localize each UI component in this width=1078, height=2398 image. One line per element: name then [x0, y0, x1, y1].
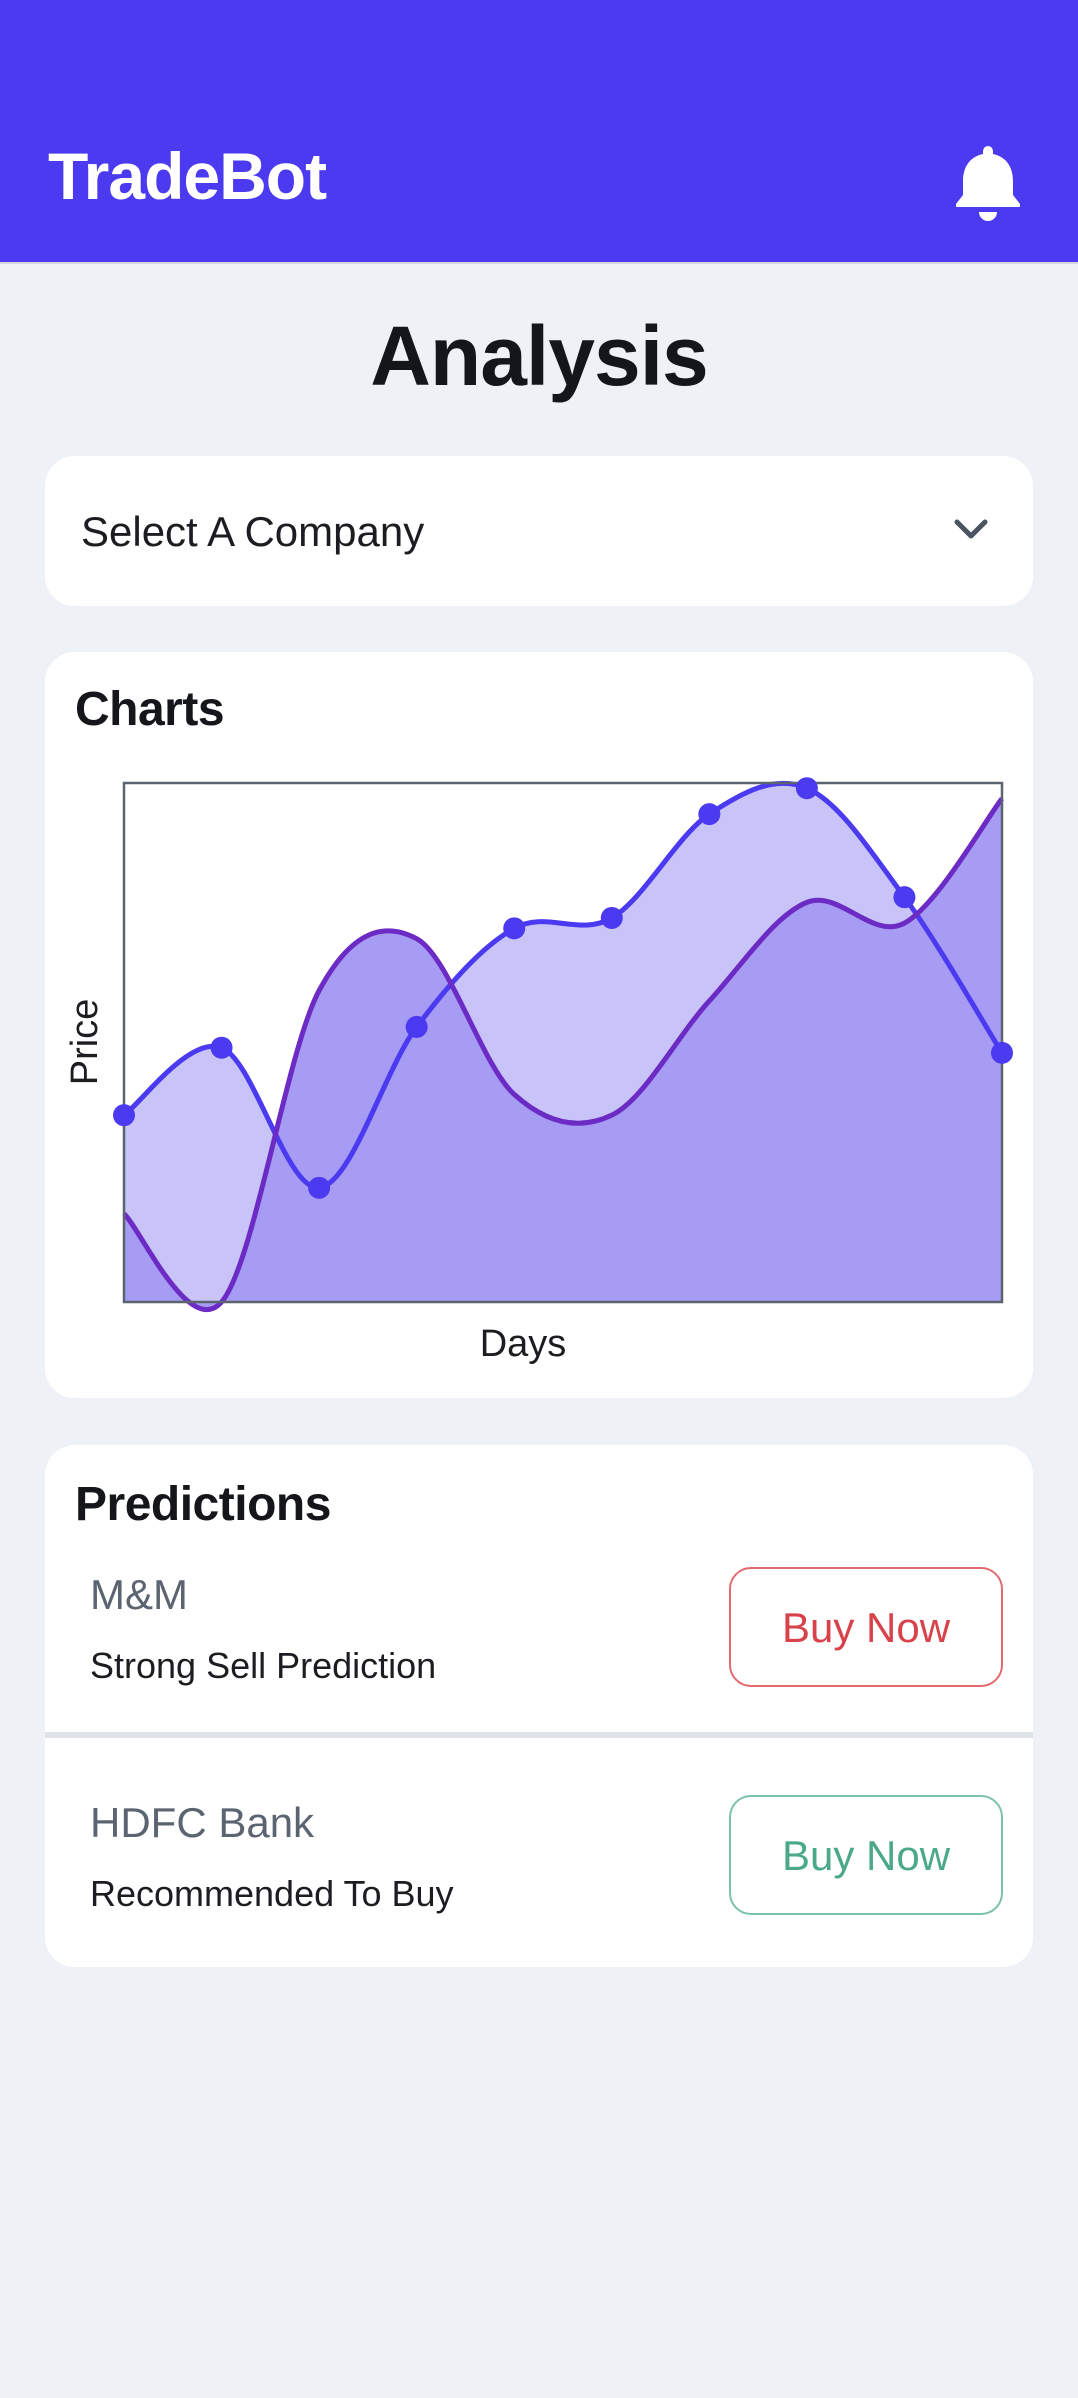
predictions-title: Predictions — [75, 1478, 331, 1531]
app-title: TradeBot — [48, 139, 327, 213]
prediction-status: Recommended To Buy — [90, 1873, 454, 1914]
buy-now-button[interactable]: Buy Now — [729, 1567, 1003, 1687]
series-1-point — [405, 1015, 428, 1038]
buy-now-button[interactable]: Buy Now — [729, 1795, 1003, 1915]
bell-icon[interactable] — [952, 142, 1024, 222]
series-2-line — [122, 797, 1004, 1313]
series-1-point — [600, 906, 623, 929]
prediction-company: M&M — [90, 1571, 188, 1618]
company-select[interactable]: Select A Company — [45, 456, 1033, 606]
page-title: Analysis — [370, 309, 709, 403]
prediction-item: M&M Strong Sell Prediction Buy Now — [45, 1567, 1033, 1767]
charts-title: Charts — [75, 683, 225, 736]
chevron-down-icon — [954, 519, 988, 539]
series-1-point — [503, 917, 526, 940]
series-1-point — [113, 1104, 135, 1127]
prediction-item: HDFC Bank Recommended To Buy Buy Now — [45, 1795, 1033, 1995]
series-1-point — [795, 777, 818, 800]
prediction-status: Strong Sell Prediction — [90, 1645, 437, 1686]
divider — [45, 1732, 1033, 1738]
series-1-line — [122, 780, 1005, 1191]
x-axis-label: Days — [480, 1323, 567, 1365]
predictions-card: Predictions M&M Strong Sell Prediction B… — [45, 1445, 1033, 1967]
series-1-point — [991, 1041, 1013, 1064]
prediction-company: HDFC Bank — [90, 1799, 315, 1846]
series-1-point — [308, 1176, 331, 1199]
series-2-area — [124, 798, 1002, 1310]
app-bar: TradeBot — [0, 0, 1078, 264]
company-select-label: Select A Company — [81, 508, 425, 555]
charts-card: Charts Price Days — [45, 652, 1033, 1398]
y-axis-label: Price — [64, 999, 106, 1086]
series-1-point — [210, 1036, 233, 1059]
series-1-point — [698, 803, 721, 826]
series-1-point — [893, 886, 916, 909]
price-chart: Price Days — [64, 777, 1013, 1365]
